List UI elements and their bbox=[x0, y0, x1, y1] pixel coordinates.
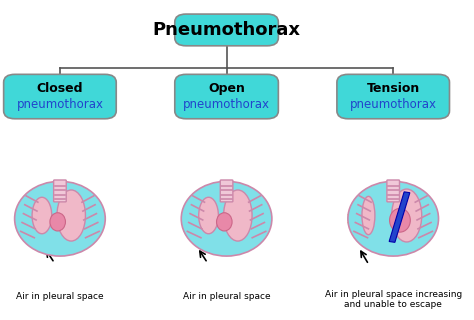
Ellipse shape bbox=[217, 213, 232, 231]
Ellipse shape bbox=[50, 213, 65, 231]
Text: Air in pleural space: Air in pleural space bbox=[16, 292, 104, 301]
Ellipse shape bbox=[224, 190, 252, 241]
FancyBboxPatch shape bbox=[337, 74, 449, 119]
Text: Air in pleural space increasing
and unable to escape: Air in pleural space increasing and unab… bbox=[325, 290, 462, 309]
Ellipse shape bbox=[362, 196, 375, 235]
FancyBboxPatch shape bbox=[54, 180, 66, 202]
FancyBboxPatch shape bbox=[175, 74, 278, 119]
Text: pneumothorax: pneumothorax bbox=[17, 98, 103, 111]
FancyBboxPatch shape bbox=[175, 14, 278, 46]
Ellipse shape bbox=[181, 181, 272, 256]
Text: Pneumothorax: Pneumothorax bbox=[153, 21, 301, 39]
Ellipse shape bbox=[390, 208, 410, 232]
Text: pneumothorax: pneumothorax bbox=[183, 98, 270, 111]
Ellipse shape bbox=[15, 181, 105, 256]
FancyBboxPatch shape bbox=[220, 180, 233, 202]
Text: Open: Open bbox=[208, 82, 245, 95]
Text: Closed: Closed bbox=[36, 82, 83, 95]
Text: pneumothorax: pneumothorax bbox=[350, 98, 437, 111]
Text: Tension: Tension bbox=[366, 82, 420, 95]
Text: Air in pleural space: Air in pleural space bbox=[183, 292, 270, 301]
Ellipse shape bbox=[199, 197, 219, 234]
Ellipse shape bbox=[348, 181, 438, 256]
Ellipse shape bbox=[32, 197, 52, 234]
FancyBboxPatch shape bbox=[387, 180, 400, 202]
Polygon shape bbox=[389, 192, 410, 242]
Ellipse shape bbox=[392, 189, 422, 242]
Ellipse shape bbox=[57, 190, 85, 241]
FancyBboxPatch shape bbox=[4, 74, 116, 119]
